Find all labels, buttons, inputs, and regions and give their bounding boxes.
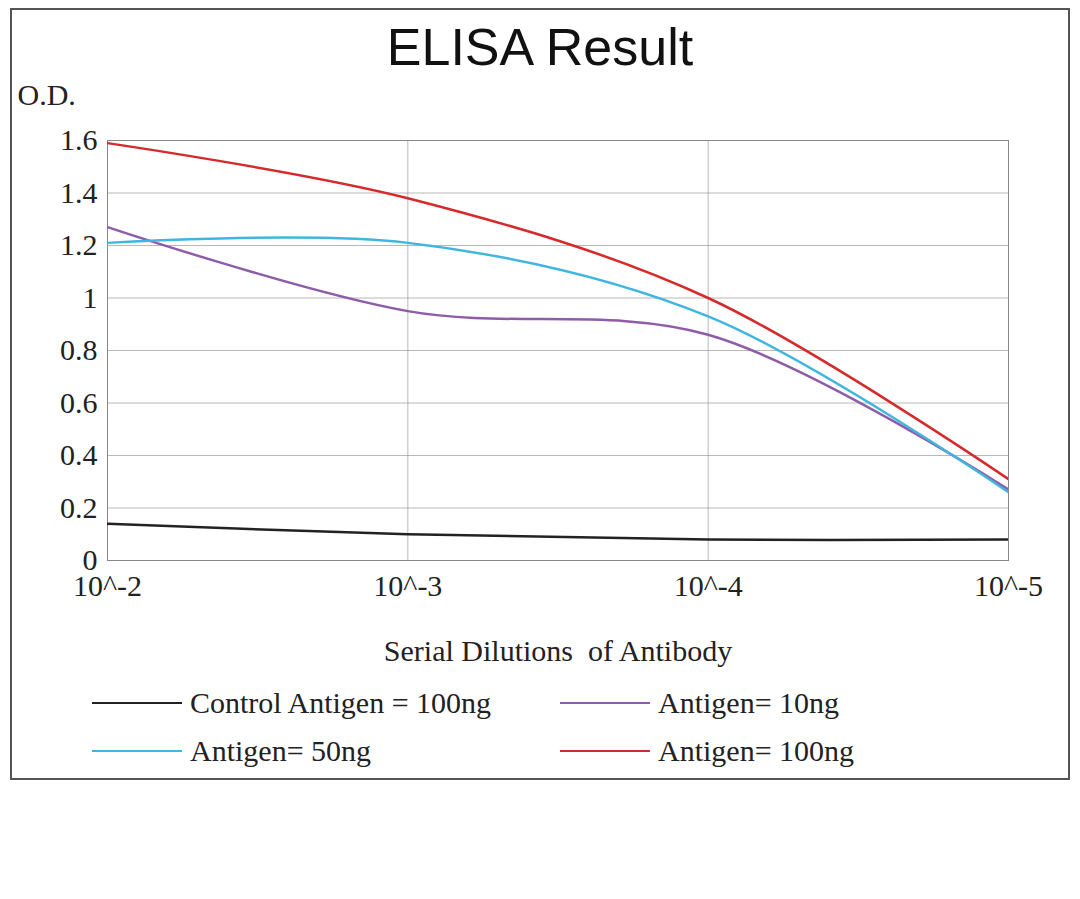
svg-text:1.4: 1.4 xyxy=(60,176,98,209)
html-text:Antigen= 10ng: Antigen= 10ng xyxy=(658,686,840,719)
svg-text:0.8: 0.8 xyxy=(60,333,98,366)
html-text:ELISA Result: ELISA Result xyxy=(386,18,694,76)
svg-text:10^-5: 10^-5 xyxy=(974,569,1043,602)
svg-text:0.4: 0.4 xyxy=(60,438,98,471)
html-text:Control Antigen = 100ng: Control Antigen = 100ng xyxy=(190,686,492,719)
svg-text:1.2: 1.2 xyxy=(60,228,98,261)
svg-text:1.6: 1.6 xyxy=(60,123,98,156)
svg-text:10^-3: 10^-3 xyxy=(373,569,442,602)
svg-text:0: 0 xyxy=(82,543,98,577)
html-text:Antigen= 50ng: Antigen= 50ng xyxy=(190,734,372,767)
svg-text:10^-4: 10^-4 xyxy=(674,569,743,602)
svg-text:0.6: 0.6 xyxy=(60,386,98,419)
svg-text:O.D.: O.D. xyxy=(18,80,76,111)
svg-text:10^-2: 10^-2 xyxy=(73,569,142,602)
html-text:Antigen= 100ng: Antigen= 100ng xyxy=(658,734,855,767)
svg-text:0.2: 0.2 xyxy=(60,491,98,524)
svg-text:Serial Dilutions of Antibody: Serial Dilutions of Antibody xyxy=(384,634,732,667)
svg-text:1: 1 xyxy=(83,281,98,314)
